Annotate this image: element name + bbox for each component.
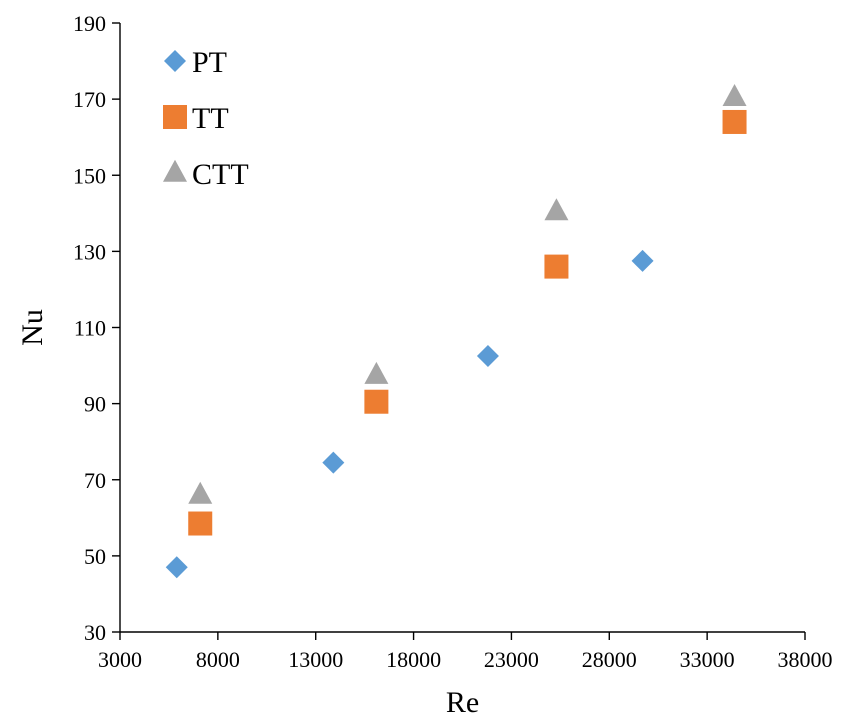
data-point-pt (476, 345, 499, 368)
legend-marker-pt (164, 50, 186, 72)
y-tick-label: 150 (73, 163, 106, 188)
x-tick-label: 28000 (582, 647, 637, 672)
x-tick-label: 38000 (778, 647, 833, 672)
x-tick-label: 23000 (484, 647, 539, 672)
y-axis-ticks: 30 50 70 90 110 130 150 170 190 (73, 11, 120, 645)
y-tick-label: 50 (84, 544, 106, 569)
data-points (165, 84, 747, 579)
data-point-pt (322, 451, 345, 474)
x-axis-title: Re (446, 686, 479, 719)
data-point-ctt (364, 361, 389, 384)
x-tick-label: 8000 (196, 647, 240, 672)
data-point-tt (722, 109, 747, 134)
x-tick-label: 33000 (680, 647, 735, 672)
y-tick-label: 90 (84, 392, 106, 417)
data-point-tt (364, 389, 389, 414)
x-tick-label: 3000 (98, 647, 142, 672)
y-tick-label: 130 (73, 239, 106, 264)
data-point-pt (165, 556, 188, 579)
legend-marker-ctt (163, 159, 187, 182)
legend-label-tt: TT (192, 102, 229, 135)
x-tick-label: 18000 (386, 647, 441, 672)
y-axis-title: Nu (16, 309, 49, 346)
legend: PT TT CTT (163, 46, 249, 191)
y-tick-label: 30 (84, 620, 106, 645)
legend-marker-tt (163, 105, 187, 129)
data-point-pt (631, 249, 654, 272)
x-tick-label: 13000 (288, 647, 343, 672)
legend-label-ctt: CTT (192, 158, 249, 191)
data-point-tt (544, 254, 569, 279)
data-point-ctt (544, 198, 569, 221)
y-tick-label: 190 (73, 11, 106, 36)
y-tick-label: 70 (84, 468, 106, 493)
y-tick-label: 170 (73, 87, 106, 112)
data-point-ctt (722, 84, 747, 107)
data-point-tt (188, 511, 213, 536)
legend-label-pt: PT (192, 46, 227, 79)
y-tick-label: 110 (74, 316, 106, 341)
x-axis-ticks: 3000 8000 13000 18000 23000 28000 33000 38000 (98, 632, 833, 672)
data-point-ctt (188, 481, 213, 504)
